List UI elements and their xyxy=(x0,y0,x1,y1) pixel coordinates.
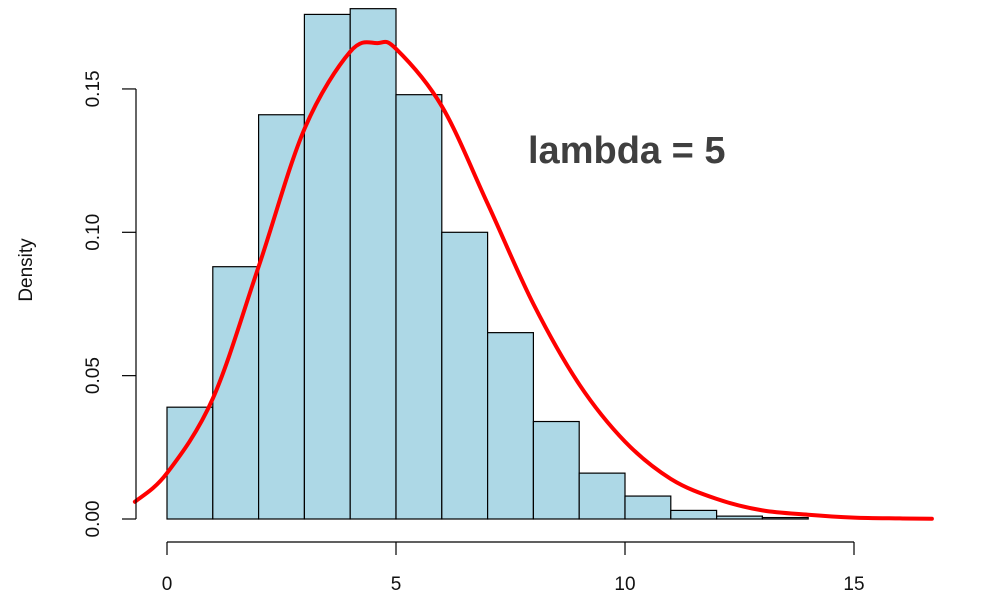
y-tick-label: 0.05 xyxy=(83,357,104,394)
y-tick-label: 0.10 xyxy=(83,214,104,251)
histogram-bar xyxy=(578,472,626,520)
histogram-bar xyxy=(487,332,535,520)
histogram-bar xyxy=(303,13,351,520)
lambda-annotation: lambda = 5 xyxy=(528,130,725,172)
histogram-bar xyxy=(349,8,397,520)
density-curve-layer xyxy=(132,39,934,521)
x-axis: 0 5 10 15 xyxy=(162,541,865,595)
x-tick-label: 15 xyxy=(843,574,864,595)
histogram-bar xyxy=(258,114,306,520)
histogram-bar xyxy=(395,94,443,520)
histogram-bar xyxy=(624,495,672,520)
y-axis: 0.00 0.05 0.10 0.15 xyxy=(83,70,137,538)
histogram-bar xyxy=(670,509,718,520)
density-curve xyxy=(132,39,934,521)
histogram-bar xyxy=(212,266,260,520)
y-axis-label: Density xyxy=(16,238,37,302)
histogram-bars xyxy=(166,8,809,520)
y-tick-label: 0.00 xyxy=(83,501,104,538)
histogram-bar xyxy=(761,516,809,520)
histogram-bar xyxy=(532,420,580,520)
y-tick-label: 0.15 xyxy=(83,70,104,107)
x-tick-label: 10 xyxy=(614,574,635,595)
histogram-bar xyxy=(715,515,763,520)
x-tick-label: 0 xyxy=(162,574,173,595)
x-tick-label: 5 xyxy=(391,574,402,595)
histogram-bar xyxy=(441,231,489,520)
